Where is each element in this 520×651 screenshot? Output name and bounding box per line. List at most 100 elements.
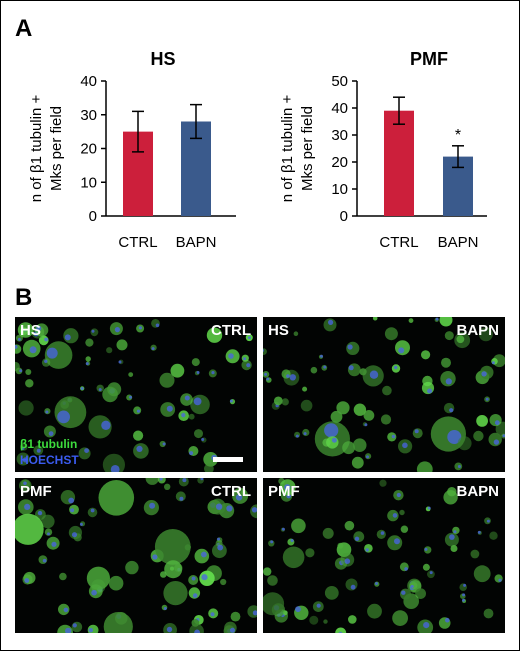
cell-body (364, 544, 373, 553)
cell-body (473, 565, 491, 583)
cell-body (78, 447, 91, 460)
cell-body (330, 410, 343, 423)
cell-image (263, 478, 503, 633)
cell-body (473, 430, 484, 442)
cell-body (450, 545, 458, 552)
nucleus (396, 492, 401, 498)
cell-body (444, 331, 454, 341)
cell-body (125, 560, 139, 575)
nucleus (494, 420, 500, 426)
nucleus (110, 465, 120, 472)
nucleus (323, 365, 327, 369)
x-tick-label: CTRL (118, 234, 157, 251)
nucleus (91, 589, 97, 596)
nucleus (152, 554, 158, 560)
nucleus (101, 420, 111, 430)
cell-body (372, 317, 378, 321)
micrograph-treatment-label: CTRL (211, 483, 251, 500)
cell-body (287, 538, 295, 546)
nucleus (344, 558, 351, 564)
nucleus (394, 538, 400, 545)
nucleus (320, 354, 323, 358)
nucleus (324, 423, 339, 438)
cell-body (384, 327, 398, 341)
nucleus (217, 544, 224, 551)
cell-body (133, 430, 144, 441)
y-tick-label: 20 (80, 141, 97, 158)
nucleus (23, 481, 27, 486)
cell-body (43, 425, 56, 438)
nucleus (375, 582, 378, 585)
cell-body (367, 603, 382, 619)
cell-body (344, 520, 355, 531)
nucleus (398, 347, 405, 354)
cell-body (363, 410, 375, 421)
cell-body (337, 542, 344, 549)
nucleus (252, 610, 257, 616)
cell-body (459, 583, 467, 591)
micrograph-pmf-bapn: PMF BAPN (263, 478, 505, 633)
cell-body (351, 456, 364, 469)
x-tick-label: CTRL (379, 234, 418, 251)
nucleus (45, 410, 49, 414)
cell-image (263, 317, 505, 472)
y-tick-label: 40 (331, 100, 348, 117)
nucleus (162, 442, 166, 446)
nucleus (84, 448, 89, 453)
nucleus (201, 551, 207, 558)
nucleus (98, 388, 102, 392)
cell-body (263, 348, 267, 355)
nucleus (155, 323, 160, 328)
cell-body (422, 563, 430, 571)
nucleus (42, 558, 47, 563)
nucleus (445, 378, 452, 385)
cell-body (379, 479, 387, 487)
cell-body (194, 429, 203, 439)
nucleus (46, 347, 58, 359)
cell-body (220, 578, 227, 586)
cell-body (293, 331, 299, 336)
legend-beta1-tubulin: β1 tubulin (20, 437, 78, 451)
nucleus (44, 359, 48, 363)
nucleus (70, 508, 75, 513)
nucleus (226, 505, 233, 512)
nucleus (264, 372, 268, 376)
nucleus (189, 451, 194, 456)
nucleus (88, 628, 94, 633)
nucleus (166, 626, 173, 633)
cell-body (15, 513, 44, 545)
micrograph-treatment-label: BAPN (456, 483, 499, 500)
nucleus (477, 530, 481, 534)
nucleus (184, 395, 190, 401)
nucleus (118, 360, 122, 364)
cell-body (415, 588, 426, 599)
cell-body (489, 531, 498, 540)
nucleus (410, 584, 414, 588)
cell-body (494, 574, 503, 583)
panel-b-label: B (15, 284, 33, 311)
nucleus (463, 583, 467, 587)
cell-body (443, 402, 455, 414)
cell-body (281, 369, 291, 379)
chart-title: HS (150, 49, 175, 69)
nucleus (316, 603, 321, 608)
nucleus (391, 434, 396, 439)
cell-body (352, 438, 367, 452)
nucleus (493, 439, 500, 445)
nucleus (201, 438, 205, 441)
cell-image (15, 319, 253, 472)
micrograph-hs-bapn: HS BAPN (263, 317, 505, 472)
nucleus (64, 334, 71, 341)
nucleus (392, 513, 398, 518)
micrograph-group-label: PMF (268, 483, 300, 500)
y-tick-label: 10 (80, 174, 97, 191)
nucleus (462, 593, 466, 597)
cell-body (291, 518, 306, 534)
cell-body (86, 566, 110, 590)
micrograph-group-label: HS (20, 322, 41, 339)
nucleus (192, 593, 198, 598)
panel-a-label: A (15, 15, 33, 42)
scale-bar (213, 457, 243, 462)
cell-body (273, 396, 283, 406)
micrograph-group-label: HS (268, 322, 289, 339)
